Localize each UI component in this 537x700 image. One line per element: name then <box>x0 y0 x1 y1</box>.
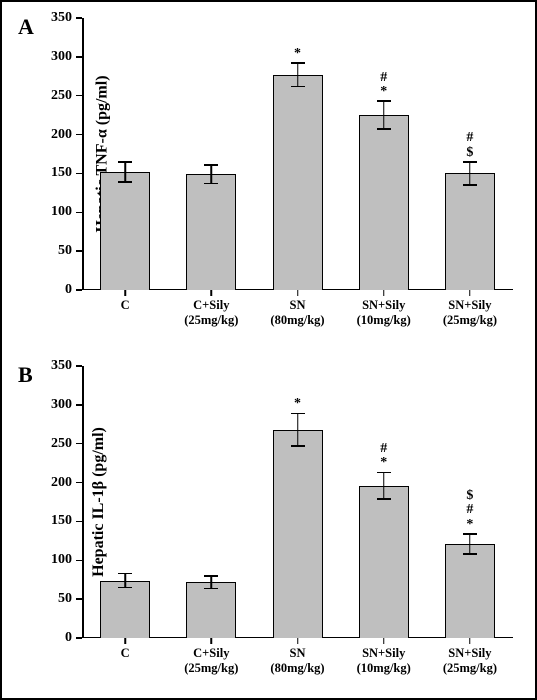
y-tick-label: 0 <box>65 282 82 298</box>
figure-frame: A Hepatic TNF-α (pg/ml) 0501001502002503… <box>0 0 537 700</box>
error-cap <box>204 588 218 590</box>
bar-slot: $#* <box>427 366 513 638</box>
y-tick-label: 100 <box>51 552 82 568</box>
bar <box>100 581 150 639</box>
error-cap <box>291 445 305 447</box>
error-cap <box>118 573 132 575</box>
plot-area-b: Hepatic IL-1β (pg/ml) 050100150200250300… <box>82 366 513 638</box>
bars: * #* $#* <box>82 366 513 638</box>
x-label: C <box>82 298 168 328</box>
y-tick-label: 300 <box>51 397 82 413</box>
error-bar <box>297 413 299 429</box>
y-tick-label: 350 <box>51 358 82 374</box>
x-label: SN(80mg/kg) <box>254 298 340 328</box>
y-tick-label: 350 <box>51 10 82 26</box>
plot-area-a: Hepatic TNF-α (pg/ml) 050100150200250300… <box>82 18 513 290</box>
panel-b: B Hepatic IL-1β (pg/ml) 0501001502002503… <box>14 360 523 690</box>
chart-b: Hepatic IL-1β (pg/ml) 050100150200250300… <box>82 366 513 638</box>
panel-label-b: B <box>18 362 33 388</box>
y-tick-label: 150 <box>51 165 82 181</box>
error-cap <box>291 86 305 88</box>
bar-slot: #* <box>341 18 427 290</box>
bar-slot: #* <box>341 366 427 638</box>
error-bar <box>124 162 126 172</box>
bars: * #* #$ <box>82 18 513 290</box>
bar <box>273 430 323 638</box>
error-cap <box>118 181 132 183</box>
x-label: SN+Sily(10mg/kg) <box>341 298 427 328</box>
error-cap <box>118 161 132 163</box>
bar-slot <box>168 366 254 638</box>
bar <box>445 544 495 638</box>
y-tick-label: 300 <box>51 49 82 65</box>
error-cap <box>377 498 391 500</box>
x-label: C+Sily(25mg/kg) <box>168 298 254 328</box>
error-cap <box>463 184 477 186</box>
x-label: C+Sily(25mg/kg) <box>168 646 254 676</box>
y-tick-label: 250 <box>51 436 82 452</box>
panel-label-a: A <box>18 14 34 40</box>
error-cap <box>118 587 132 589</box>
error-cap <box>204 164 218 166</box>
bar-slot: * <box>254 366 340 638</box>
error-bar <box>124 574 126 581</box>
y-tick-label: 200 <box>51 475 82 491</box>
error-bar <box>297 430 299 446</box>
error-cap <box>204 575 218 577</box>
y-tick-label: 200 <box>51 127 82 143</box>
x-label: SN+Sily(25mg/kg) <box>427 298 513 328</box>
error-bar <box>469 162 471 174</box>
bar <box>100 172 150 290</box>
chart-a: Hepatic TNF-α (pg/ml) 050100150200250300… <box>82 18 513 290</box>
y-tick-label: 150 <box>51 513 82 529</box>
significance-markers: * <box>294 397 301 411</box>
bar-slot: #$ <box>427 18 513 290</box>
y-tick-label: 50 <box>58 243 82 259</box>
error-bar <box>211 165 213 174</box>
y-tick-label: 50 <box>58 591 82 607</box>
x-label: SN+Sily(25mg/kg) <box>427 646 513 676</box>
significance-markers: * <box>294 47 301 61</box>
bar <box>186 582 236 638</box>
x-label: SN(80mg/kg) <box>254 646 340 676</box>
x-labels: CC+Sily(25mg/kg)SN(80mg/kg)SN+Sily(10mg/… <box>82 638 513 676</box>
error-bar <box>469 534 471 544</box>
error-bar <box>383 101 385 115</box>
bar-slot <box>82 366 168 638</box>
x-labels: CC+Sily(25mg/kg)SN(80mg/kg)SN+Sily(10mg/… <box>82 290 513 328</box>
bar <box>359 486 409 638</box>
bar-slot <box>168 18 254 290</box>
error-cap <box>377 128 391 130</box>
y-tick-label: 100 <box>51 204 82 220</box>
significance-markers: $#* <box>466 489 473 532</box>
error-bar <box>383 486 385 499</box>
x-label: C <box>82 646 168 676</box>
bar <box>445 173 495 290</box>
error-cap <box>463 553 477 555</box>
error-cap <box>377 472 391 474</box>
significance-markers: #$ <box>466 131 473 160</box>
panel-a: A Hepatic TNF-α (pg/ml) 0501001502002503… <box>14 12 523 342</box>
significance-markers: #* <box>380 71 387 100</box>
error-bar <box>383 472 385 485</box>
error-cap <box>291 62 305 64</box>
error-bar <box>297 63 299 75</box>
bar <box>186 174 236 290</box>
error-bar <box>297 75 299 87</box>
bar <box>273 75 323 290</box>
significance-markers: #* <box>380 442 387 471</box>
error-cap <box>204 183 218 185</box>
x-label: SN+Sily(10mg/kg) <box>341 646 427 676</box>
y-tick-label: 250 <box>51 88 82 104</box>
error-bar <box>469 173 471 185</box>
bar-slot: * <box>254 18 340 290</box>
error-cap <box>291 413 305 415</box>
error-cap <box>377 100 391 102</box>
bar-slot <box>82 18 168 290</box>
y-tick-label: 0 <box>65 630 82 646</box>
error-cap <box>463 161 477 163</box>
error-cap <box>463 533 477 535</box>
bar <box>359 115 409 290</box>
error-bar <box>383 115 385 129</box>
